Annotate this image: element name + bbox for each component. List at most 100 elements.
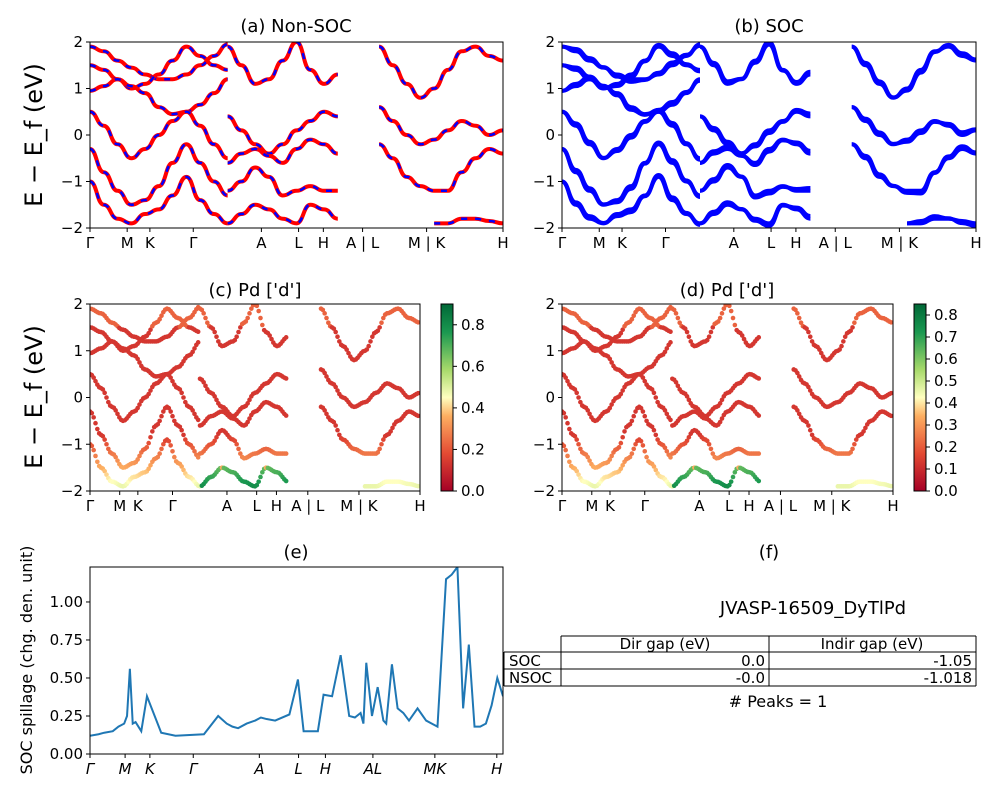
x-tick-label: L: [767, 234, 776, 252]
scatter-point: [168, 375, 173, 380]
band-line-split: [699, 163, 811, 200]
scatter-point: [324, 315, 329, 321]
x-tick-label: A | L: [346, 234, 380, 252]
scatter-point: [756, 451, 762, 456]
scatter-point: [629, 418, 635, 424]
scatter-points: [90, 304, 420, 489]
scatter-point: [113, 454, 118, 460]
scatter-point: [717, 419, 723, 425]
scatter-point: [708, 329, 714, 335]
band-line-dashed: [90, 45, 228, 90]
scatter-point: [863, 425, 868, 431]
band-line: [227, 165, 338, 198]
scatter-point: [644, 418, 649, 424]
scatter-point: [675, 383, 681, 389]
x-tick-label: A | L: [764, 497, 798, 515]
band-line-split: [562, 173, 701, 227]
band-line: [227, 42, 339, 86]
scatter-point: [195, 417, 201, 423]
scatter-point: [254, 304, 260, 309]
scatter-point: [616, 445, 622, 450]
scatter-point: [93, 378, 98, 384]
bands: [562, 42, 976, 228]
scatter-point: [756, 376, 762, 381]
scatter-point: [710, 325, 716, 330]
y-tick-label: 0: [73, 389, 83, 407]
scatter-point: [671, 307, 677, 313]
scatter-point: [91, 415, 96, 420]
scatter-point: [170, 378, 175, 384]
scatter-point: [344, 347, 349, 352]
scatter-point: [146, 466, 151, 472]
x-tick-label: M: [121, 234, 134, 252]
scatter-point: [732, 470, 738, 475]
scatter-point: [258, 474, 263, 480]
plot-frame: [89, 566, 504, 755]
scatter-point: [565, 378, 570, 384]
scatter-point: [809, 432, 815, 438]
scatter-point: [205, 320, 210, 326]
scatter-point: [710, 451, 716, 456]
scatter-point: [807, 427, 813, 433]
panel-d-title: (d) Pd ['d']: [680, 280, 775, 301]
scatter-point: [148, 388, 153, 393]
band-line: [227, 137, 339, 165]
y-tick-label: −1: [61, 435, 83, 453]
scatter-point: [631, 313, 637, 318]
scatter-point: [324, 411, 329, 417]
scatter-point: [807, 388, 813, 393]
y-tick-label: 2: [73, 33, 83, 51]
scatter-point: [704, 438, 710, 444]
band-line-split: [699, 107, 811, 156]
colorbar-tick-label: 0.2: [461, 440, 485, 458]
x-tick-label: Γ: [86, 497, 95, 515]
x-tick-label: H: [743, 497, 754, 515]
scatter-points: [562, 304, 893, 489]
scatter-point: [806, 329, 811, 335]
scatter-point: [631, 413, 637, 419]
band-line: [699, 165, 811, 198]
scatter-point: [728, 308, 734, 314]
scatter-point: [137, 402, 142, 407]
scatter-point: [115, 458, 120, 463]
scatter-point: [172, 454, 177, 460]
x-tick-label: A: [253, 760, 264, 778]
scatter-point: [806, 384, 811, 390]
x-tick-label: Γ: [558, 497, 567, 515]
scatter-point: [146, 391, 151, 397]
scatter-point: [381, 315, 386, 321]
y-tick-label: 1: [545, 80, 555, 98]
scatter-point: [633, 441, 638, 447]
scatter-point: [627, 454, 633, 460]
y-tick-label: 1.00: [50, 593, 83, 611]
scatter-point: [181, 432, 186, 438]
scatter-point: [168, 409, 173, 414]
x-tick-label: M: [585, 497, 598, 515]
table-header-indir-gap: Indir gap (eV): [821, 635, 924, 653]
scatter-point: [842, 334, 848, 340]
scatter-point: [236, 329, 241, 335]
x-tick-label: L: [725, 497, 734, 515]
scatter-point: [214, 434, 219, 440]
scatter-point: [146, 330, 151, 336]
scatter-point: [732, 322, 738, 328]
scatter-point: [95, 426, 100, 432]
scatter-point: [620, 462, 625, 468]
scatter-point: [210, 326, 216, 331]
band-line-split: [562, 140, 701, 207]
colorbar-tick-label: 0.6: [461, 357, 485, 375]
scatter-point: [102, 468, 107, 474]
scatter-point: [627, 421, 633, 427]
scatter-point: [668, 329, 673, 335]
x-tick-label: L: [252, 497, 261, 515]
scatter-point: [368, 339, 373, 344]
scatter-point: [795, 408, 800, 413]
x-tick-label: A: [256, 234, 267, 252]
y-tick-label: 0: [73, 126, 83, 144]
band-line-dashed: [90, 143, 228, 207]
scatter-point: [150, 429, 155, 434]
scatter-point: [93, 453, 98, 459]
material-id: JVASP-16509_DyTlPd: [719, 598, 906, 619]
scatter-point: [841, 339, 846, 344]
